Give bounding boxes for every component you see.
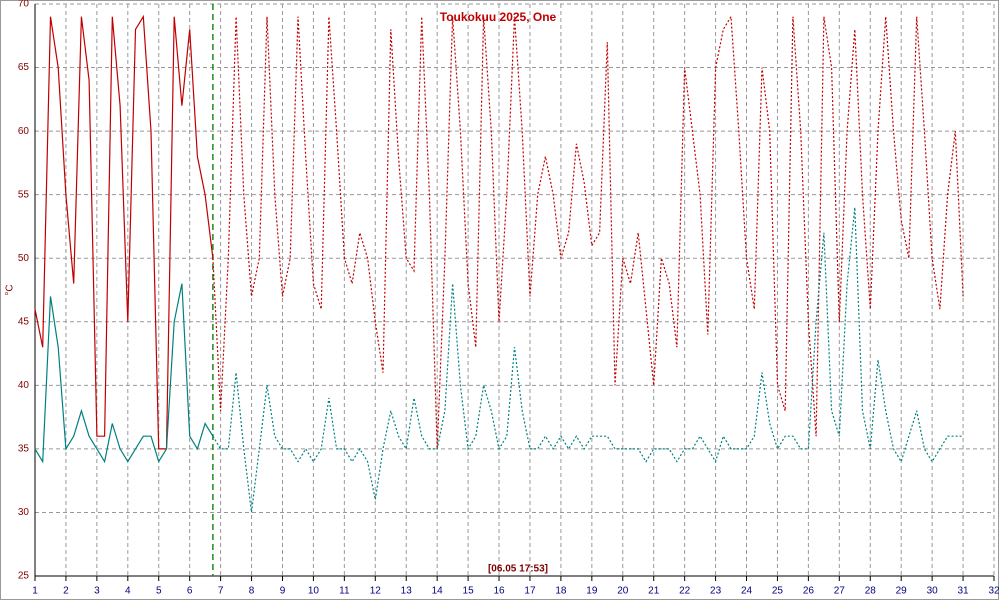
- x-tick-label: 12: [370, 586, 382, 597]
- y-tick-label: 55: [18, 189, 30, 200]
- x-tick-label: 29: [896, 586, 908, 597]
- series-line: [34, 283, 214, 464]
- x-tick-label: 28: [865, 586, 877, 597]
- y-axis-label: °C: [5, 284, 16, 295]
- x-tick-label: 17: [524, 586, 536, 597]
- chart-title: Toukokuu 2025, One: [440, 10, 557, 24]
- x-tick-label: 16: [493, 586, 505, 597]
- x-tick-label: 2: [63, 586, 69, 597]
- series-line: [34, 14, 214, 450]
- x-tick-label: 30: [927, 586, 939, 597]
- series-line: [212, 207, 964, 513]
- x-tick-label: 8: [249, 586, 255, 597]
- x-tick-label: 20: [617, 586, 629, 597]
- x-tick-label: 6: [187, 586, 193, 597]
- y-tick-label: 25: [18, 571, 30, 582]
- y-tick-label: 60: [18, 126, 30, 137]
- x-tick-label: 18: [555, 586, 567, 597]
- x-tick-label: 24: [741, 586, 753, 597]
- y-tick-label: 35: [18, 444, 30, 455]
- x-tick-label: 19: [586, 586, 598, 597]
- x-tick-label: 13: [401, 586, 413, 597]
- x-tick-label: 25: [772, 586, 784, 597]
- x-tick-label: 3: [94, 586, 100, 597]
- y-tick-label: 65: [18, 62, 30, 73]
- x-tick-label: 1: [32, 586, 38, 597]
- x-tick-label: 11: [339, 586, 350, 597]
- x-tick-label: 9: [280, 586, 286, 597]
- x-tick-label: 4: [125, 586, 131, 597]
- x-tick-label: 7: [218, 586, 224, 597]
- x-tick-label: 5: [156, 586, 162, 597]
- y-tick-label: 40: [18, 380, 30, 391]
- x-tick-label: 22: [679, 586, 691, 597]
- x-tick-label: 21: [648, 586, 660, 597]
- x-tick-label: 10: [308, 586, 320, 597]
- x-tick-label: 32: [988, 586, 999, 597]
- x-tick-label: 31: [958, 586, 970, 597]
- x-tick-label: 15: [463, 586, 475, 597]
- x-tick-label: 23: [710, 586, 722, 597]
- x-tick-label: 27: [834, 586, 846, 597]
- marker-label: [06.05 17:53]: [488, 564, 548, 575]
- y-tick-label: 45: [18, 316, 30, 327]
- x-tick-label: 14: [432, 586, 444, 597]
- y-tick-label: 70: [18, 0, 30, 10]
- y-tick-label: 50: [18, 253, 30, 264]
- x-tick-label: 26: [803, 586, 815, 597]
- y-tick-label: 30: [18, 507, 30, 518]
